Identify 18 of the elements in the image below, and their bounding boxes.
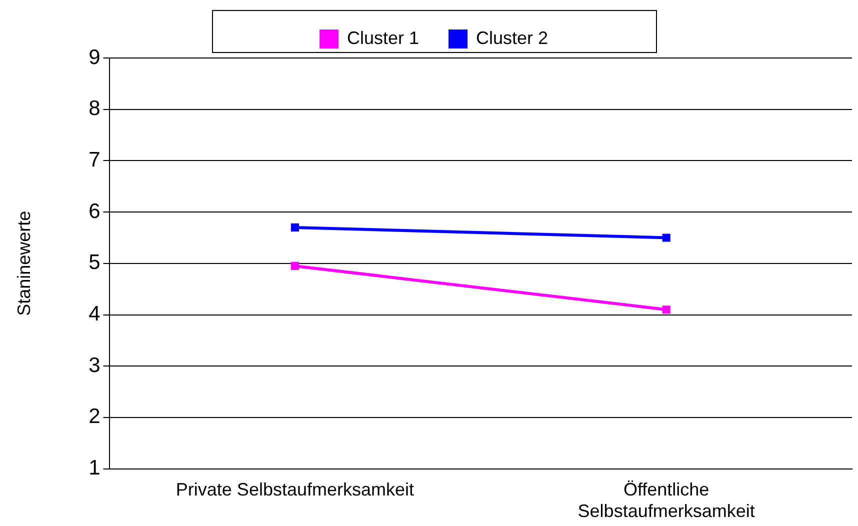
y-tick-label: 6 — [88, 200, 100, 223]
y-tick-label: 3 — [88, 354, 100, 377]
y-tick-label: 5 — [88, 251, 100, 274]
legend-label: Cluster 1 — [346, 28, 420, 48]
x-tick-label: Öffentliche Selbstaufmerksamkeit — [578, 480, 755, 522]
y-tick-label: 4 — [88, 302, 101, 326]
y-tick-label: 7 — [88, 148, 100, 172]
y-tick-label: 2 — [88, 405, 100, 428]
legend-label: Cluster 2 — [476, 28, 548, 48]
point — [290, 223, 299, 232]
point — [662, 234, 670, 242]
y-tick-label: 1 — [88, 456, 100, 480]
point — [290, 262, 299, 270]
y-tick-label: 9 — [88, 46, 100, 69]
y-axis-title: Staninewerte — [14, 210, 34, 316]
point — [662, 306, 670, 314]
x-tick-label: Private Selbstaufmerksamkeit — [176, 480, 414, 500]
y-tick-label: 8 — [88, 97, 100, 120]
